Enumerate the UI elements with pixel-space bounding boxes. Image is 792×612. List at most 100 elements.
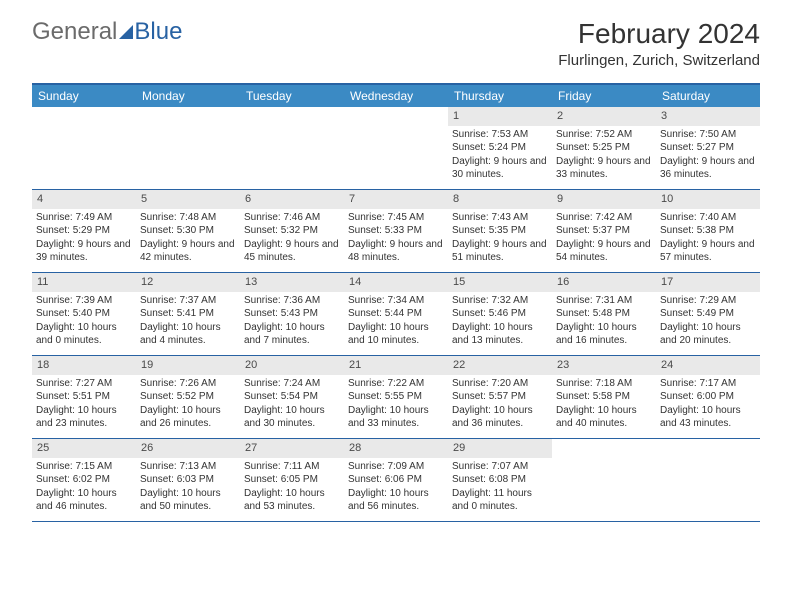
daylight-text: Daylight: 9 hours and 33 minutes. <box>556 155 652 182</box>
sunrise-text: Sunrise: 7:17 AM <box>660 377 756 391</box>
day-cell <box>32 107 136 189</box>
header: General Blue February 2024 Flurlingen, Z… <box>0 0 792 77</box>
daylight-text: Daylight: 10 hours and 7 minutes. <box>244 321 340 348</box>
sunset-text: Sunset: 5:57 PM <box>452 390 548 404</box>
day-body: Sunrise: 7:48 AMSunset: 5:30 PMDaylight:… <box>136 209 240 269</box>
day-header: Tuesday <box>240 85 344 107</box>
sunrise-text: Sunrise: 7:46 AM <box>244 211 340 225</box>
day-body: Sunrise: 7:15 AMSunset: 6:02 PMDaylight:… <box>32 458 136 518</box>
day-body: Sunrise: 7:45 AMSunset: 5:33 PMDaylight:… <box>344 209 448 269</box>
day-body: Sunrise: 7:09 AMSunset: 6:06 PMDaylight:… <box>344 458 448 518</box>
day-body: Sunrise: 7:22 AMSunset: 5:55 PMDaylight:… <box>344 375 448 435</box>
day-cell: 1Sunrise: 7:53 AMSunset: 5:24 PMDaylight… <box>448 107 552 189</box>
sunset-text: Sunset: 5:37 PM <box>556 224 652 238</box>
sunrise-text: Sunrise: 7:52 AM <box>556 128 652 142</box>
sunset-text: Sunset: 5:40 PM <box>36 307 132 321</box>
sunrise-text: Sunrise: 7:39 AM <box>36 294 132 308</box>
day-cell <box>240 107 344 189</box>
sunrise-text: Sunrise: 7:15 AM <box>36 460 132 474</box>
sunrise-text: Sunrise: 7:24 AM <box>244 377 340 391</box>
sunset-text: Sunset: 6:00 PM <box>660 390 756 404</box>
daylight-text: Daylight: 10 hours and 26 minutes. <box>140 404 236 431</box>
sunrise-text: Sunrise: 7:27 AM <box>36 377 132 391</box>
day-number: 14 <box>344 273 448 292</box>
sunset-text: Sunset: 6:06 PM <box>348 473 444 487</box>
daylight-text: Daylight: 9 hours and 36 minutes. <box>660 155 756 182</box>
sunrise-text: Sunrise: 7:31 AM <box>556 294 652 308</box>
daylight-text: Daylight: 10 hours and 20 minutes. <box>660 321 756 348</box>
day-body: Sunrise: 7:42 AMSunset: 5:37 PMDaylight:… <box>552 209 656 269</box>
sunset-text: Sunset: 5:32 PM <box>244 224 340 238</box>
day-number: 22 <box>448 356 552 375</box>
day-header: Monday <box>136 85 240 107</box>
sunset-text: Sunset: 6:03 PM <box>140 473 236 487</box>
sunrise-text: Sunrise: 7:11 AM <box>244 460 340 474</box>
day-body: Sunrise: 7:11 AMSunset: 6:05 PMDaylight:… <box>240 458 344 518</box>
day-cell: 17Sunrise: 7:29 AMSunset: 5:49 PMDayligh… <box>656 273 760 355</box>
daylight-text: Daylight: 9 hours and 54 minutes. <box>556 238 652 265</box>
daylight-text: Daylight: 10 hours and 23 minutes. <box>36 404 132 431</box>
daylight-text: Daylight: 9 hours and 42 minutes. <box>140 238 236 265</box>
daylight-text: Daylight: 10 hours and 46 minutes. <box>36 487 132 514</box>
day-number: 15 <box>448 273 552 292</box>
week-row: 11Sunrise: 7:39 AMSunset: 5:40 PMDayligh… <box>32 273 760 356</box>
daylight-text: Daylight: 10 hours and 4 minutes. <box>140 321 236 348</box>
sunset-text: Sunset: 5:54 PM <box>244 390 340 404</box>
calendar: SundayMondayTuesdayWednesdayThursdayFrid… <box>32 83 760 522</box>
day-header: Saturday <box>656 85 760 107</box>
sunrise-text: Sunrise: 7:50 AM <box>660 128 756 142</box>
logo-text-1: General <box>32 18 117 46</box>
sunset-text: Sunset: 6:05 PM <box>244 473 340 487</box>
sunset-text: Sunset: 5:25 PM <box>556 141 652 155</box>
daylight-text: Daylight: 10 hours and 13 minutes. <box>452 321 548 348</box>
daylight-text: Daylight: 10 hours and 0 minutes. <box>36 321 132 348</box>
day-number: 20 <box>240 356 344 375</box>
daylight-text: Daylight: 10 hours and 16 minutes. <box>556 321 652 348</box>
day-number: 19 <box>136 356 240 375</box>
day-body: Sunrise: 7:36 AMSunset: 5:43 PMDaylight:… <box>240 292 344 352</box>
day-number: 21 <box>344 356 448 375</box>
sunrise-text: Sunrise: 7:32 AM <box>452 294 548 308</box>
day-cell <box>136 107 240 189</box>
daylight-text: Daylight: 10 hours and 50 minutes. <box>140 487 236 514</box>
day-cell: 18Sunrise: 7:27 AMSunset: 5:51 PMDayligh… <box>32 356 136 438</box>
day-cell: 15 Sunrise: 7:32 AMSunset: 5:46 PMDayligh… <box>448 273 552 355</box>
daylight-text: Daylight: 10 hours and 36 minutes. <box>452 404 548 431</box>
sunrise-text: Sunrise: 7:18 AM <box>556 377 652 391</box>
day-number: 7 <box>344 190 448 209</box>
day-cell: 28Sunrise: 7:09 AMSunset: 6:06 PMDayligh… <box>344 439 448 521</box>
sunset-text: Sunset: 5:43 PM <box>244 307 340 321</box>
day-cell: 6Sunrise: 7:46 AMSunset: 5:32 PMDaylight… <box>240 190 344 272</box>
day-number <box>656 439 760 458</box>
day-cell: 29Sunrise: 7:07 AMSunset: 6:08 PMDayligh… <box>448 439 552 521</box>
day-cell: 7Sunrise: 7:45 AMSunset: 5:33 PMDaylight… <box>344 190 448 272</box>
day-body: Sunrise: 7:34 AMSunset: 5:44 PMDaylight:… <box>344 292 448 352</box>
logo-triangle-icon <box>119 25 133 39</box>
day-number: 23 <box>552 356 656 375</box>
week-row: 1Sunrise: 7:53 AMSunset: 5:24 PMDaylight… <box>32 107 760 190</box>
day-body: Sunrise: 7:26 AMSunset: 5:52 PMDaylight:… <box>136 375 240 435</box>
sunrise-text: Sunrise: 7:34 AM <box>348 294 444 308</box>
day-header: Thursday <box>448 85 552 107</box>
day-headers-row: SundayMondayTuesdayWednesdayThursdayFrid… <box>32 85 760 107</box>
day-number: 2 <box>552 107 656 126</box>
sunrise-text: Sunrise: 7:42 AM <box>556 211 652 225</box>
sunset-text: Sunset: 5:55 PM <box>348 390 444 404</box>
sunset-text: Sunset: 5:46 PM <box>452 307 548 321</box>
day-number <box>32 107 136 126</box>
day-cell: 20Sunrise: 7:24 AMSunset: 5:54 PMDayligh… <box>240 356 344 438</box>
sunset-text: Sunset: 5:30 PM <box>140 224 236 238</box>
sunrise-text: Sunrise: 7:07 AM <box>452 460 548 474</box>
sunset-text: Sunset: 5:49 PM <box>660 307 756 321</box>
daylight-text: Daylight: 10 hours and 43 minutes. <box>660 404 756 431</box>
day-number: 24 <box>656 356 760 375</box>
day-number: 6 <box>240 190 344 209</box>
daylight-text: Daylight: 9 hours and 51 minutes. <box>452 238 548 265</box>
day-number: 1 <box>448 107 552 126</box>
daylight-text: Daylight: 9 hours and 57 minutes. <box>660 238 756 265</box>
sunrise-text: Sunrise: 7:40 AM <box>660 211 756 225</box>
day-body: Sunrise: 7:24 AMSunset: 5:54 PMDaylight:… <box>240 375 344 435</box>
day-body: Sunrise: 7:37 AMSunset: 5:41 PMDaylight:… <box>136 292 240 352</box>
sunset-text: Sunset: 5:44 PM <box>348 307 444 321</box>
sunset-text: Sunset: 5:33 PM <box>348 224 444 238</box>
